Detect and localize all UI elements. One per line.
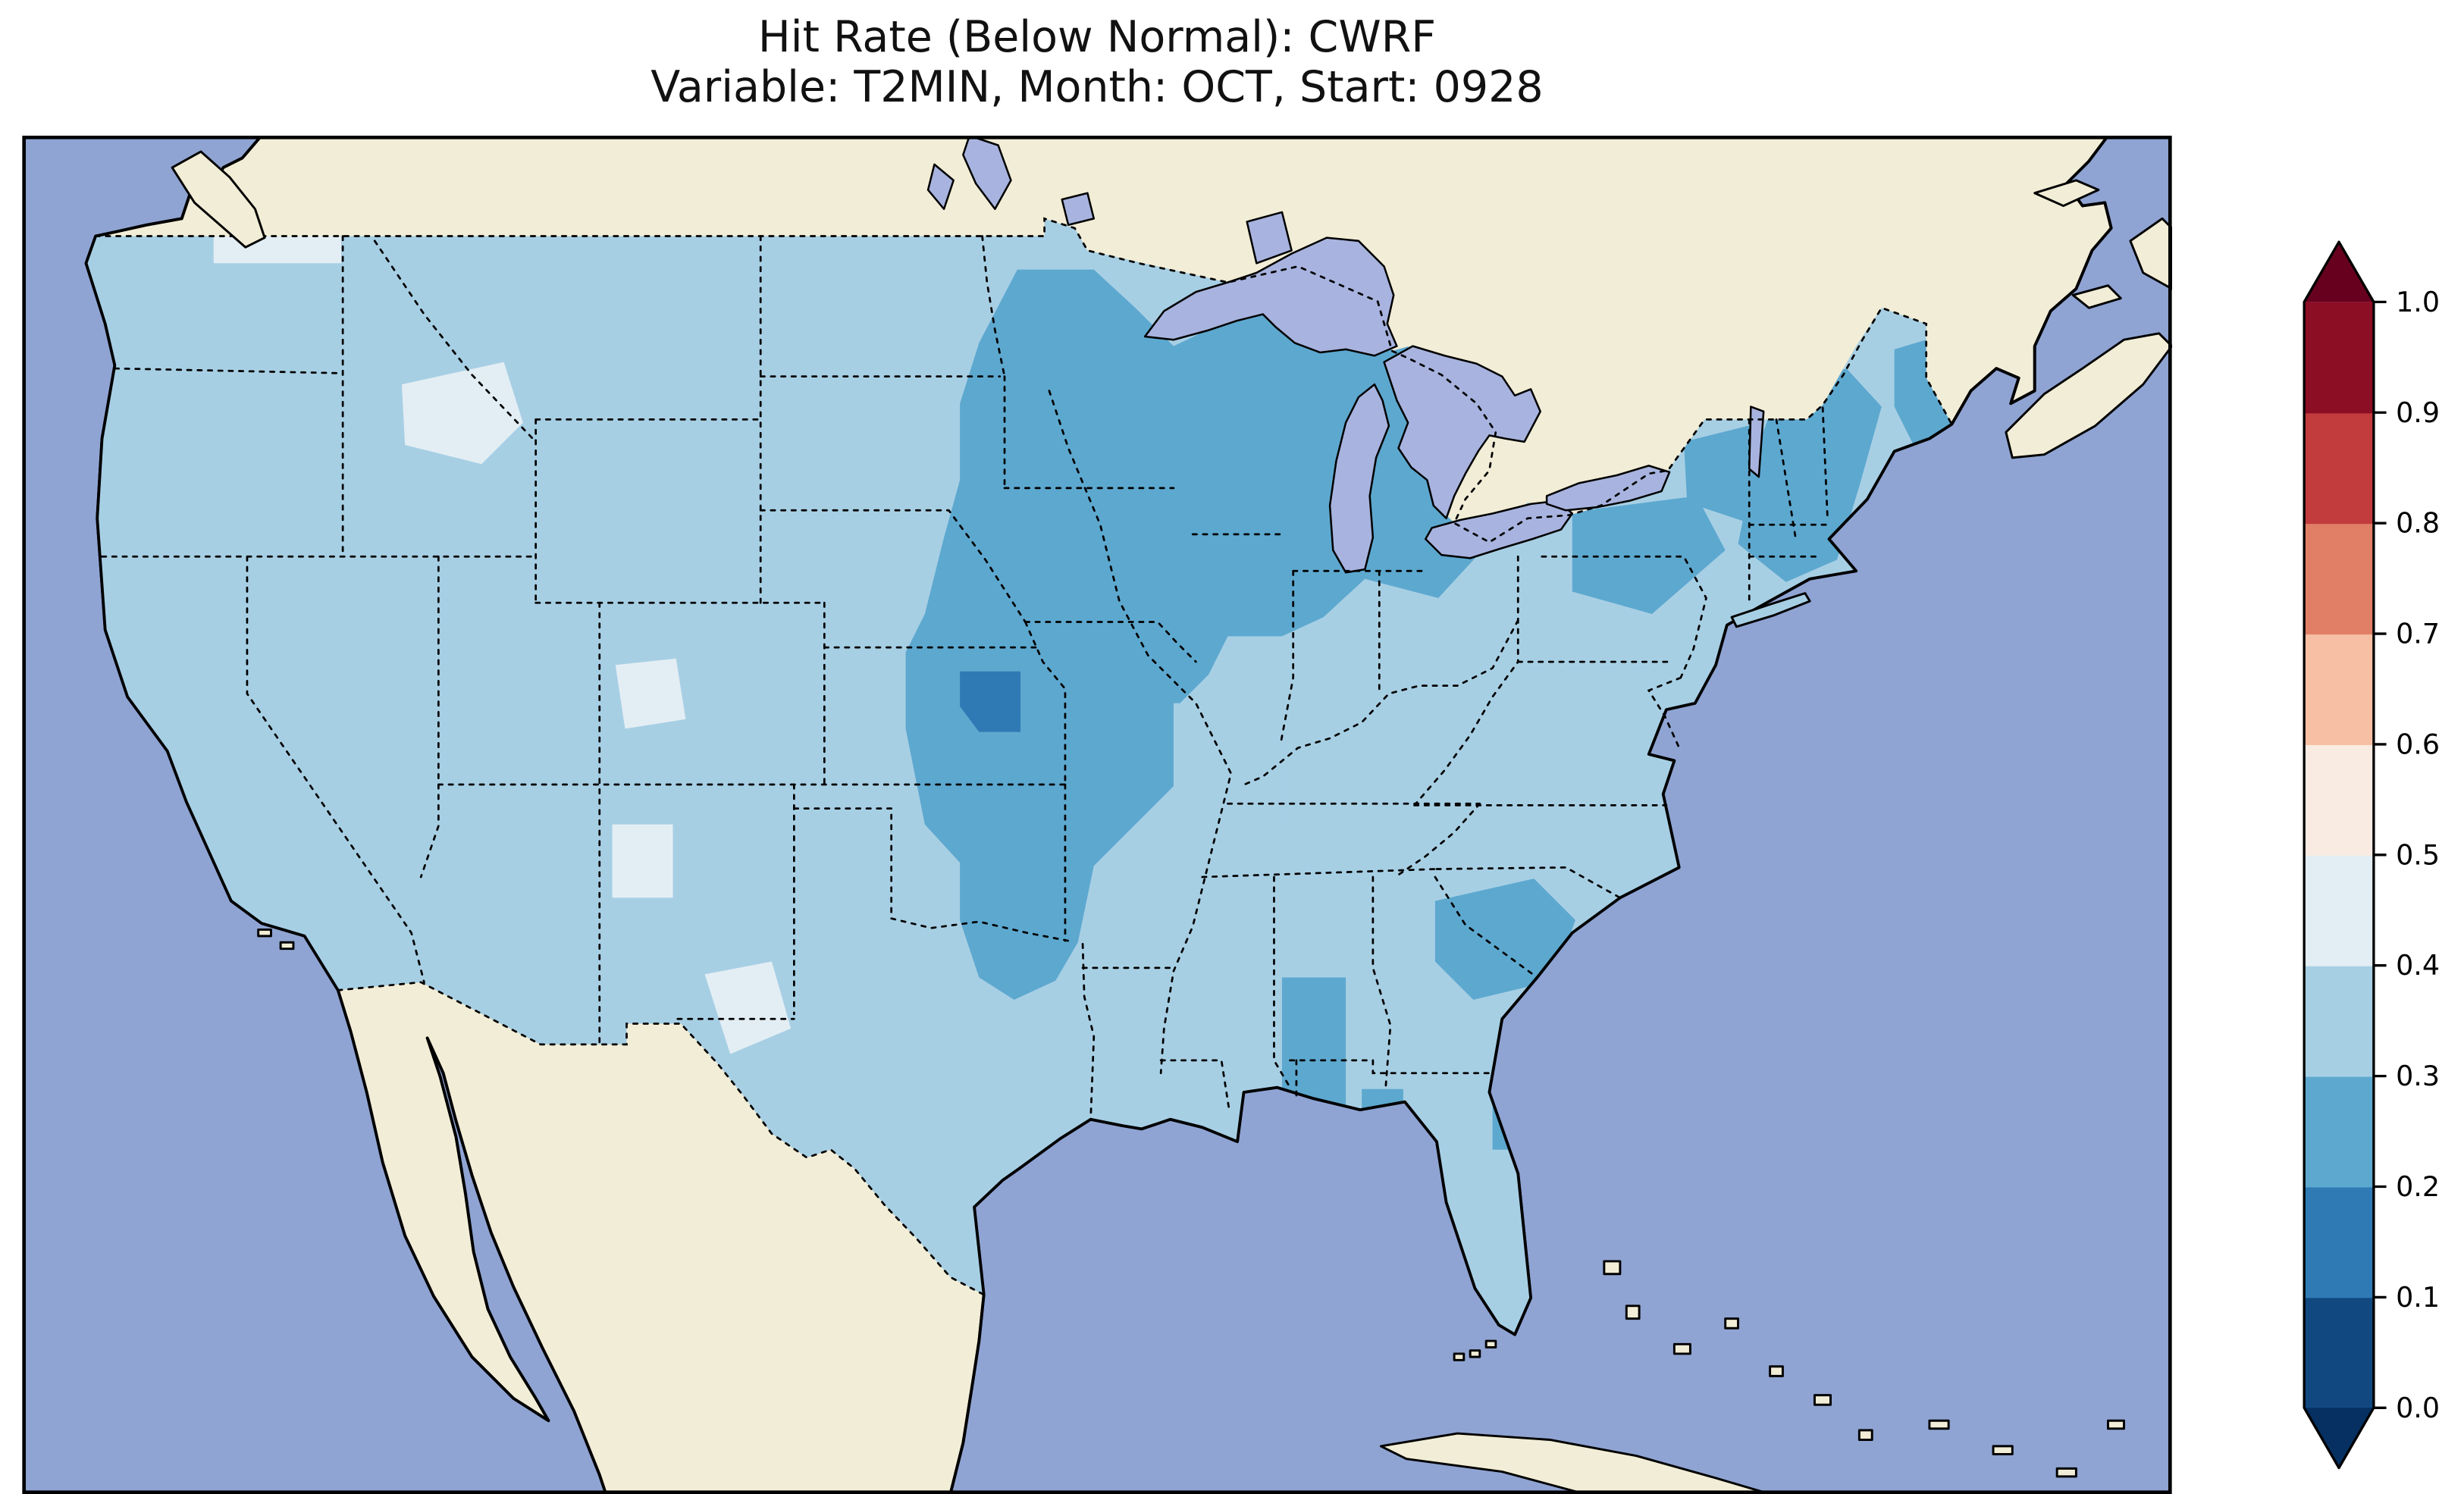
channel-island bbox=[257, 928, 272, 938]
colorbar-tick-label: 0.1 bbox=[2396, 1281, 2440, 1314]
anticosti-island bbox=[2033, 179, 2100, 208]
bahamas-island bbox=[1814, 1394, 1832, 1406]
coastline bbox=[84, 136, 2113, 1494]
lake-superior bbox=[1143, 236, 1398, 357]
colorbar-tick-label: 1.0 bbox=[2396, 286, 2440, 318]
bahamas-island bbox=[1603, 1260, 1622, 1276]
colorbar-bin-0 bbox=[2304, 1297, 2374, 1409]
florida-keys bbox=[1469, 1349, 1481, 1358]
turks-caicos-island bbox=[2107, 1419, 2125, 1430]
figure-title: Hit Rate (Below Normal): CWRF Variable: … bbox=[22, 12, 2172, 112]
state-borders bbox=[101, 235, 1830, 1121]
colorbar-tick-label: 0.5 bbox=[2396, 838, 2440, 871]
florida-keys bbox=[1453, 1352, 1466, 1361]
figure-title-line2: Variable: T2MIN, Month: OCT, Start: 0928 bbox=[650, 62, 1544, 112]
lake-winnipeg bbox=[962, 136, 1012, 211]
colorbar-tick-label: 0.7 bbox=[2396, 618, 2440, 650]
colorbar-tick-label: 0.6 bbox=[2396, 728, 2440, 760]
map-frame bbox=[22, 136, 2172, 1494]
field-region-wa-border-pale bbox=[213, 236, 342, 264]
map-panel bbox=[22, 136, 2172, 1494]
colorbar-under-arrow bbox=[2304, 1408, 2374, 1468]
prince-edward-island bbox=[2071, 284, 2122, 309]
colorbar-tick-label: 0.9 bbox=[2396, 396, 2440, 429]
colorbar-tick-label: 0.3 bbox=[2396, 1060, 2440, 1092]
colorbar-bin-3 bbox=[2304, 965, 2374, 1077]
colorbar-bin-2 bbox=[2304, 1076, 2374, 1188]
field-region-adirondacks bbox=[1684, 422, 1760, 521]
field-region-wy-pale bbox=[401, 362, 523, 465]
turks-caicos-island bbox=[2055, 1467, 2077, 1478]
colorbar-tick-label: 0.4 bbox=[2396, 949, 2440, 982]
colorbar-svg: 0.00.10.20.30.40.50.60.70.80.91.0Hit Rat… bbox=[2303, 240, 2440, 1470]
lake-champlain bbox=[1748, 406, 1765, 478]
turks-caicos-island bbox=[1992, 1445, 2014, 1455]
turks-caicos-island bbox=[1928, 1419, 1950, 1430]
islands bbox=[171, 150, 2172, 1494]
field-region-tx-pale bbox=[704, 961, 792, 1054]
lake-of-the-woods bbox=[1061, 192, 1096, 227]
bahamas-island bbox=[1857, 1429, 1873, 1441]
bahamas-island bbox=[1672, 1342, 1691, 1355]
florida-keys bbox=[1484, 1339, 1497, 1348]
colorbar-bin-9 bbox=[2304, 302, 2374, 414]
cuba bbox=[1379, 1432, 1772, 1494]
field-region-tn-nc-ga bbox=[1434, 879, 1575, 1000]
colorbar-tick-label: 0.0 bbox=[2396, 1392, 2440, 1424]
lake-manitoba bbox=[926, 163, 955, 211]
field-region-nm-pale bbox=[612, 824, 673, 898]
long-island bbox=[1730, 592, 1811, 628]
field-region-ne-ks-darkest bbox=[960, 671, 1021, 732]
lake-ontario bbox=[1545, 465, 1671, 512]
field-region-co-pale bbox=[615, 658, 686, 729]
vancouver-island bbox=[171, 150, 266, 249]
bahamas-island bbox=[1625, 1305, 1641, 1320]
colorbar-tick-label: 0.2 bbox=[2396, 1170, 2440, 1203]
lake-nipigon bbox=[1246, 211, 1293, 265]
colorbar-bin-8 bbox=[2304, 412, 2374, 525]
bahamas-island bbox=[1724, 1317, 1739, 1330]
us-hit-rate-map bbox=[22, 136, 2172, 1494]
lake-erie bbox=[1425, 500, 1574, 559]
colorbar-over-arrow bbox=[2304, 242, 2374, 302]
field-region-lake-erie-south-ny-pa bbox=[1572, 496, 1726, 614]
great-lakes bbox=[926, 136, 1765, 574]
figure-title-line1: Hit Rate (Below Normal): CWRF bbox=[757, 12, 1437, 62]
colorbar-bin-1 bbox=[2304, 1186, 2374, 1298]
colorbar-bin-7 bbox=[2304, 523, 2374, 635]
country-borders bbox=[94, 217, 1953, 1296]
colorbar: 0.00.10.20.30.40.50.60.70.80.91.0Hit Rat… bbox=[2263, 226, 2464, 1490]
field-region-mo-il-light-hole bbox=[1173, 703, 1282, 822]
colorbar-bin-6 bbox=[2304, 634, 2374, 745]
colorbar-bin-4 bbox=[2304, 854, 2374, 966]
channel-island bbox=[279, 941, 295, 951]
colorbar-bin-5 bbox=[2304, 744, 2374, 856]
field-region-midwest-core bbox=[905, 269, 1477, 1000]
lake-huron bbox=[1383, 345, 1541, 520]
field-regions bbox=[213, 236, 1952, 1268]
colorbar-tick-label: 0.8 bbox=[2396, 507, 2440, 540]
bahamas-island bbox=[1769, 1365, 1784, 1377]
